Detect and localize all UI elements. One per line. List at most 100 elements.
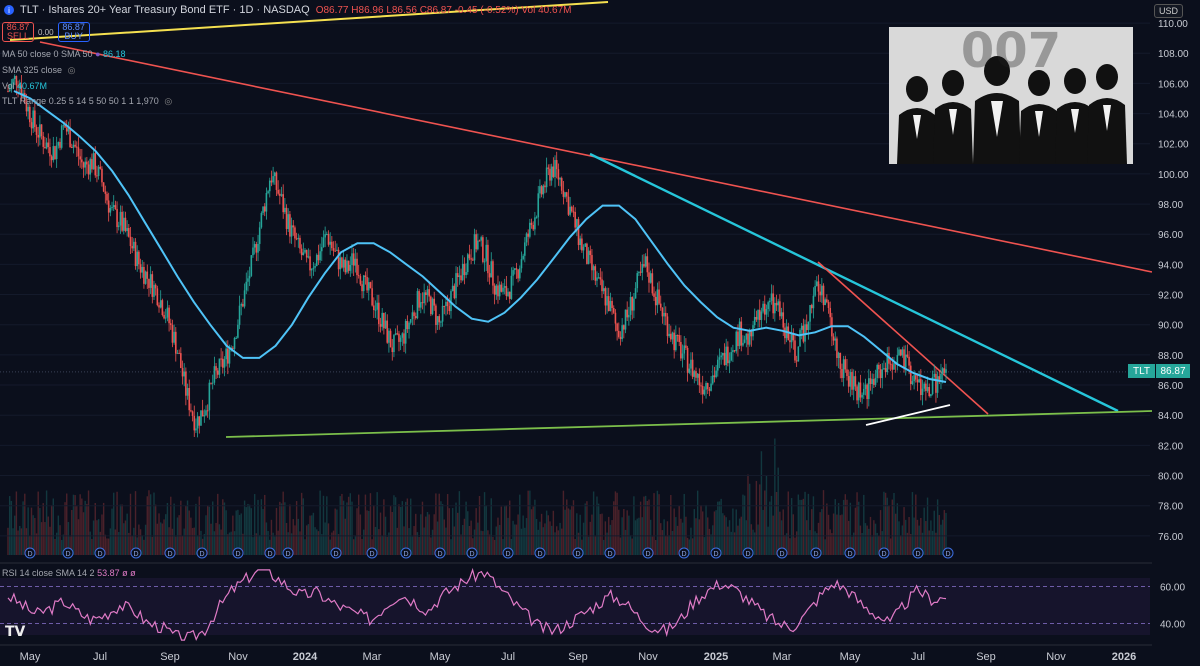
volume-bar	[79, 494, 81, 555]
candle-body	[305, 249, 308, 258]
candle-body	[324, 234, 326, 238]
candle-body	[45, 142, 48, 149]
x-tick-label: Jul	[93, 651, 107, 663]
rsi-header[interactable]: RSI 14 close SMA 14 2 53.87 ø ø	[2, 568, 136, 578]
sell-button[interactable]: 86.87 SELL	[2, 22, 34, 42]
candle-body	[742, 342, 744, 346]
volume-bar	[183, 528, 185, 555]
volume-bar	[171, 528, 174, 555]
indicator-range[interactable]: TLT Range 0.25 5 14 5 50 50 1 1 1,970 ◎	[2, 96, 172, 107]
ohlc-change: -0.45 (-0.52%)	[454, 4, 519, 16]
buy-button[interactable]: 86.87 BUY	[57, 22, 90, 42]
candle-body	[195, 428, 197, 431]
volume-bar	[225, 510, 227, 555]
candle-body	[374, 309, 377, 311]
volume-bar	[881, 531, 883, 555]
indicator-volume[interactable]: Vol 40.67M	[2, 81, 47, 91]
candle-body	[775, 302, 778, 306]
volume-bar	[451, 508, 454, 555]
volume-bar	[213, 531, 216, 555]
volume-bar	[307, 524, 310, 555]
volume-bar	[613, 501, 615, 555]
candle-body	[666, 316, 669, 337]
volume-bar	[243, 500, 246, 555]
candle-body	[518, 268, 521, 279]
candle-body	[211, 382, 214, 384]
candle-body	[765, 309, 768, 315]
candle-body	[624, 309, 627, 330]
indicator-sma325[interactable]: SMA 325 close ◎	[2, 65, 75, 76]
candle-body	[889, 363, 892, 365]
volume-bar	[759, 484, 761, 555]
candle-body	[421, 302, 424, 304]
volume-bar	[361, 538, 363, 555]
candle-body	[393, 335, 395, 353]
volume-bar	[319, 490, 321, 555]
ma-line	[13, 90, 947, 383]
candle-body	[498, 284, 501, 297]
symbol-title[interactable]: TLT · Ishares 20+ Year Treasury Bond ETF…	[20, 4, 310, 16]
volume-bar	[639, 501, 642, 555]
volume-bar	[581, 539, 583, 555]
volume-bar	[195, 503, 197, 555]
dividend-marker-label: D	[881, 551, 886, 558]
x-tick-label: May	[840, 651, 861, 663]
volume-bar	[450, 539, 452, 555]
candle-body	[750, 329, 753, 337]
candle-body	[829, 307, 832, 318]
axes: 110.00 108.00 106.00 104.00 102.00 100.00 98.0…	[20, 0, 1200, 666]
volume-bar	[851, 536, 853, 555]
candle-body	[77, 147, 80, 157]
volume-bar	[509, 500, 511, 555]
candle-body	[466, 254, 469, 273]
dividend-marker	[130, 547, 142, 559]
candle-body	[482, 237, 484, 262]
candle-body	[847, 376, 850, 387]
candle-body	[15, 76, 18, 86]
candle-body	[515, 268, 518, 270]
candle-body	[388, 330, 390, 343]
candle-body	[67, 128, 70, 132]
volume-bar	[762, 509, 764, 555]
volume-bar	[549, 521, 551, 555]
volume-bar	[247, 503, 249, 555]
candle-body	[255, 244, 258, 253]
volume-bar	[770, 495, 773, 555]
volume-bar	[227, 534, 229, 555]
candle-body	[191, 411, 194, 416]
candle-body	[153, 284, 155, 297]
candle-body	[535, 217, 538, 219]
volume-bar	[62, 534, 65, 555]
volume-bar	[35, 533, 38, 555]
candle-body	[763, 303, 766, 315]
candle-body	[32, 110, 34, 129]
eye-icon[interactable]: ◎	[164, 96, 173, 106]
volume-bar	[559, 522, 561, 555]
volume-bar	[868, 528, 870, 555]
volume-bar	[836, 514, 838, 555]
currency-selector[interactable]: USD	[1154, 4, 1184, 18]
volume-bar	[86, 503, 88, 555]
volume-bar	[230, 531, 232, 555]
candle-body	[185, 371, 187, 396]
candle-body	[62, 125, 65, 127]
candle-body	[675, 335, 677, 351]
volume-bar	[60, 539, 63, 555]
candle-body	[369, 282, 372, 289]
volume-bar	[324, 522, 326, 555]
candle-body	[926, 386, 929, 391]
candle-body	[745, 333, 748, 340]
candle-body	[933, 373, 936, 378]
volume-bars	[7, 438, 947, 555]
candle-body	[367, 282, 370, 291]
settings-icon[interactable]: ●	[95, 49, 101, 59]
eye-icon[interactable]: ◎	[67, 65, 76, 75]
candle-body	[332, 248, 335, 251]
indicator-ma50[interactable]: MA 50 close 0 SMA 50 ● 86.18	[2, 49, 126, 59]
candle-body	[654, 296, 657, 306]
volume-bar	[616, 492, 618, 555]
tradingview-logo-icon[interactable]: TV	[5, 624, 26, 640]
candle-body	[794, 340, 796, 361]
candle-body	[317, 254, 320, 261]
